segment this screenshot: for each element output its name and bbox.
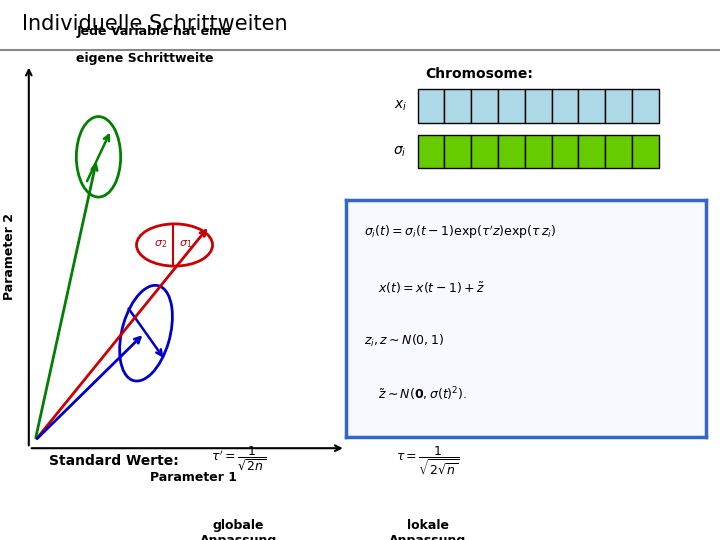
Bar: [525, 90, 552, 123]
Text: globale
Anpassung: globale Anpassung: [199, 518, 276, 540]
Text: $\tilde{z} \sim N(\mathbf{0}, \sigma(t)^2).$: $\tilde{z} \sim N(\mathbf{0}, \sigma(t)^…: [378, 385, 467, 403]
Text: Parameter 1: Parameter 1: [150, 471, 237, 484]
Bar: [444, 90, 471, 123]
Text: eigene Schrittweite: eigene Schrittweite: [76, 52, 214, 65]
Text: $\sigma_i(t) = \sigma_i(t-1)\exp(\tau'z)\exp(\tau\, z_i)$: $\sigma_i(t) = \sigma_i(t-1)\exp(\tau'z)…: [364, 224, 556, 241]
Text: Parameter 2: Parameter 2: [4, 213, 17, 300]
Text: $\tau' = \dfrac{1}{\sqrt{2n}}$: $\tau' = \dfrac{1}{\sqrt{2n}}$: [210, 445, 266, 473]
Text: $\sigma_2$: $\sigma_2$: [153, 238, 167, 250]
Text: $\tau = \dfrac{1}{\sqrt{2\sqrt{n}}}$: $\tau = \dfrac{1}{\sqrt{2\sqrt{n}}}$: [396, 445, 459, 477]
Bar: [444, 135, 471, 168]
Bar: [552, 135, 578, 168]
Text: Standard Werte:: Standard Werte:: [49, 455, 179, 469]
Text: $z_i, z \sim N(0,1)$: $z_i, z \sim N(0,1)$: [364, 333, 444, 349]
Text: $\sigma_i$: $\sigma_i$: [393, 144, 407, 159]
Text: $\sigma_1$: $\sigma_1$: [179, 238, 192, 250]
Bar: [552, 90, 578, 123]
Text: Jede Variable hat eine: Jede Variable hat eine: [76, 25, 231, 38]
Bar: [471, 90, 498, 123]
Bar: [498, 135, 525, 168]
Bar: [632, 135, 659, 168]
Bar: [418, 135, 444, 168]
Text: Chromosome:: Chromosome:: [425, 68, 533, 82]
Bar: [418, 90, 444, 123]
Bar: [578, 135, 606, 168]
Bar: [578, 90, 606, 123]
Bar: [606, 90, 632, 123]
Bar: [525, 135, 552, 168]
Text: $x_i$: $x_i$: [394, 99, 407, 113]
Bar: [632, 90, 659, 123]
Bar: [606, 135, 632, 168]
Text: $x(t) = x(t-1) + \tilde{z}$: $x(t) = x(t-1) + \tilde{z}$: [378, 281, 485, 296]
Text: lokale
Anpassung: lokale Anpassung: [389, 518, 467, 540]
Bar: [471, 135, 498, 168]
Bar: [498, 90, 525, 123]
Text: Individuelle Schrittweiten: Individuelle Schrittweiten: [22, 14, 287, 33]
